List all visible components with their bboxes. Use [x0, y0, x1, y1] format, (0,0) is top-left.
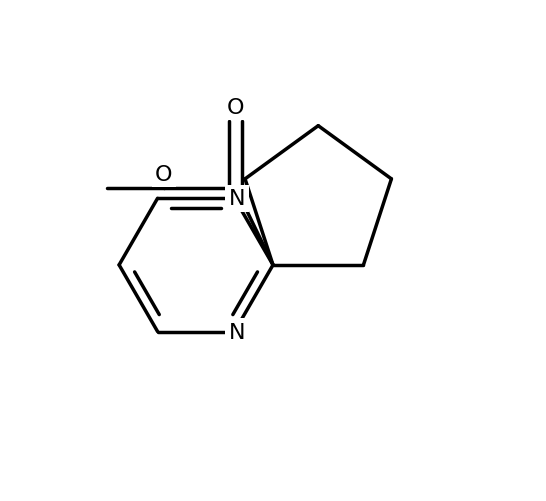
- Text: O: O: [155, 165, 173, 185]
- Text: N: N: [229, 189, 245, 209]
- Text: N: N: [229, 322, 245, 342]
- Text: O: O: [227, 98, 245, 118]
